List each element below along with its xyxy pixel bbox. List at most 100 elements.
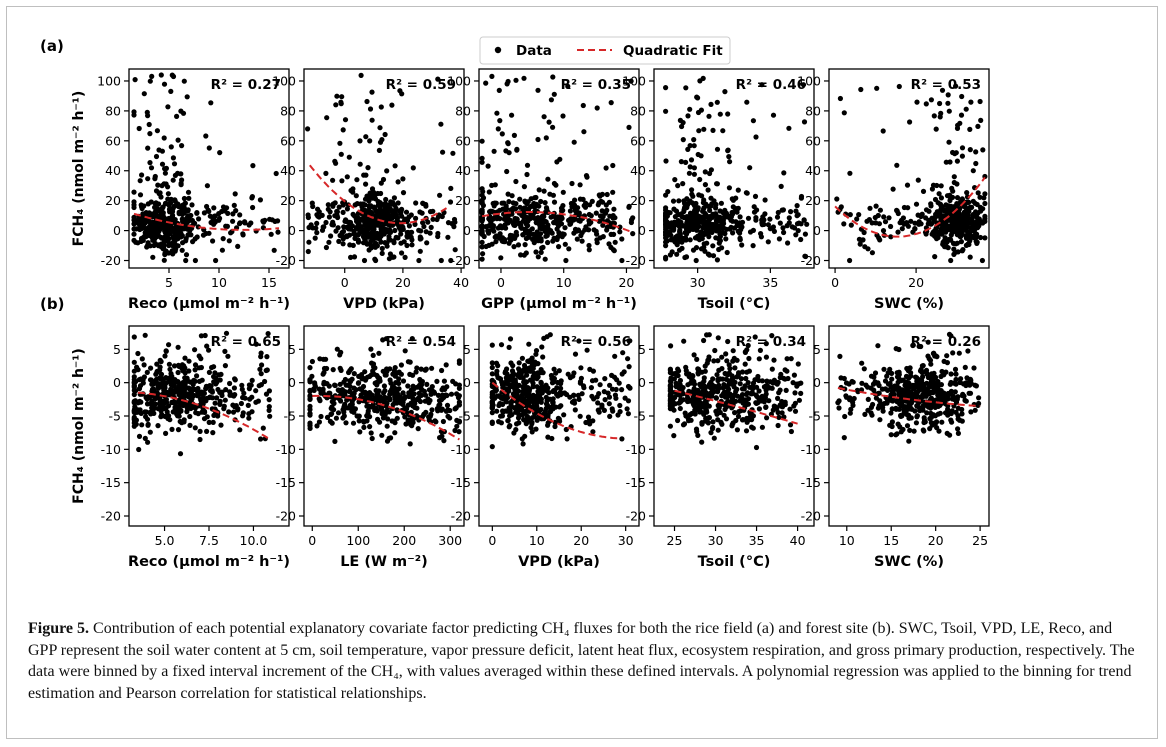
data-point [957,220,963,226]
data-point [521,184,528,190]
data-point [410,372,416,378]
data-point [700,208,706,214]
data-point [552,388,558,394]
data-point [700,200,707,206]
data-point [675,417,681,424]
panel-label-a: (a) [40,37,64,55]
data-point [765,239,771,245]
data-point [171,399,177,405]
y-tick-label: 40 [455,163,471,178]
data-point [724,390,730,396]
data-point [968,99,974,105]
data-point [715,417,721,423]
data-point [571,139,577,145]
data-point [407,441,413,447]
data-point [260,425,266,431]
data-point [136,386,143,392]
data-point [924,371,930,377]
data-point [945,100,951,106]
data-point [371,226,377,232]
data-point [705,187,711,193]
y-tick-label: 0 [288,375,296,390]
data-point [932,353,938,359]
data-point [548,97,555,103]
data-point [959,93,965,100]
data-point [704,240,710,246]
data-point [715,376,721,382]
data-point [869,250,876,256]
data-point [508,360,514,366]
data-point [239,386,245,392]
data-point [538,238,544,244]
data-point [239,382,245,388]
data-point [398,231,404,237]
x-axis-label: SWC (%) [874,296,944,312]
data-point [203,133,209,139]
data-point [724,249,730,256]
data-point [172,248,178,254]
data-point [376,147,382,153]
y-tick-label: 40 [105,163,121,178]
data-point [351,231,357,237]
data-point [900,426,906,433]
data-point [596,391,602,397]
data-point [377,200,383,206]
data-point [699,439,705,445]
data-point [678,159,685,165]
data-point [136,446,142,453]
data-point [199,391,205,397]
data-point [715,335,721,341]
data-point [144,244,150,250]
x-tick-label: 0 [831,275,839,290]
data-point [687,164,693,170]
y-tick-label: 20 [805,193,821,208]
data-point [249,194,255,200]
data-point [542,228,548,234]
data-point [935,403,941,409]
r-squared-label: R² = 0.34 [736,334,806,350]
data-point [320,386,326,392]
data-point [505,213,512,219]
data-point [165,104,171,110]
data-point [184,409,190,415]
data-point [889,406,895,412]
data-point [403,209,410,215]
data-point [894,162,900,168]
data-point [923,207,930,213]
y-tick-label: 20 [280,193,296,208]
data-point [262,217,268,223]
data-point [215,413,221,419]
data-point [210,419,216,425]
data-point [329,411,335,417]
data-point [735,205,741,211]
data-point [185,207,191,213]
data-point [487,209,493,215]
quadratic-fit-line [312,394,460,441]
data-point [188,212,194,219]
data-point [767,216,773,222]
data-point [505,418,511,424]
data-point [793,232,799,238]
data-point [344,206,350,212]
data-point [706,332,712,338]
data-point [447,199,454,205]
data-point [745,342,751,349]
data-point [676,198,682,204]
data-point [691,352,697,358]
data-point [185,189,192,195]
data-point [445,234,451,240]
x-tick-label: 30 [618,533,634,548]
data-point [955,430,962,436]
data-point [372,196,379,202]
data-point [575,392,581,398]
data-point [379,137,385,143]
data-point [198,333,204,339]
data-point [373,405,379,411]
data-point [180,240,186,246]
data-point [516,420,522,426]
data-point [684,371,690,377]
data-point [600,222,606,228]
data-point [527,358,533,364]
data-point [266,407,272,413]
data-point [536,393,542,399]
